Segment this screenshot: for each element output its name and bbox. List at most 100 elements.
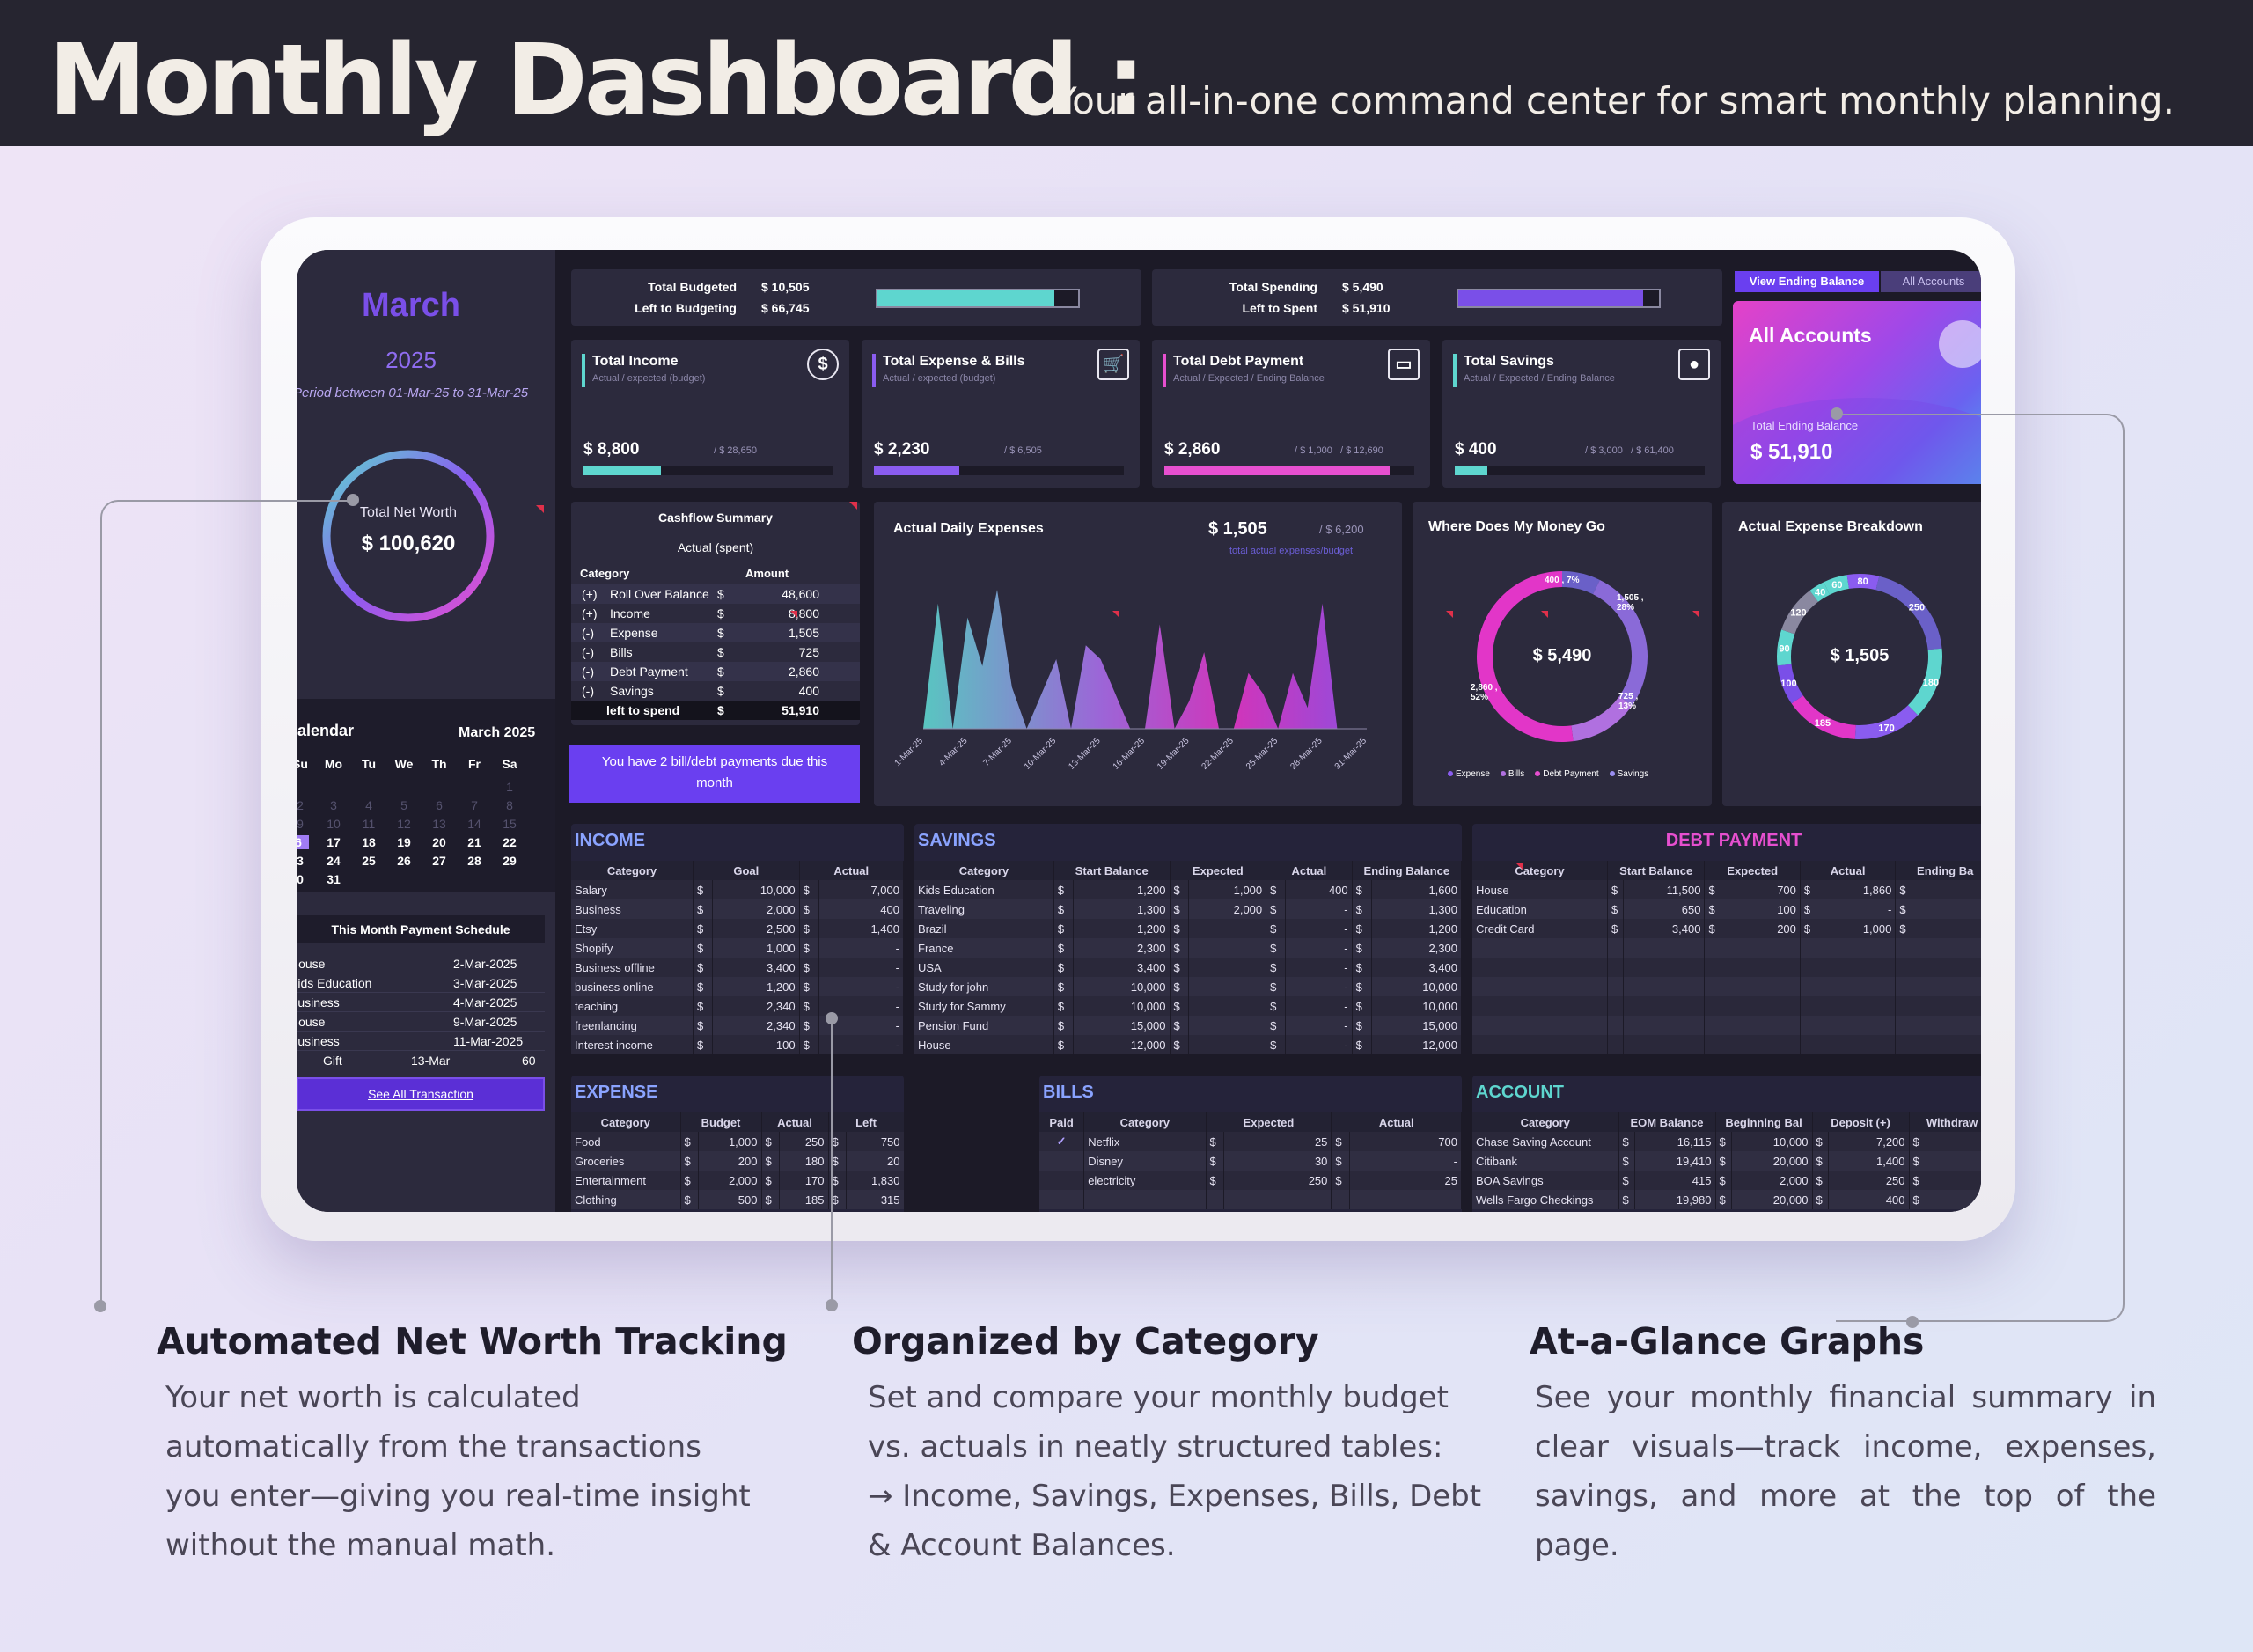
- calendar-day[interactable]: 3: [297, 854, 304, 868]
- table-row[interactable]: Study for Sammy $10,000 $ $ - $10,000: [914, 996, 1463, 1016]
- kpi-card-0[interactable]: Total Income Actual / expected (budget) $ $…: [571, 340, 849, 488]
- table-cell: $: [693, 1016, 714, 1035]
- table-cell: $: [761, 1132, 780, 1151]
- breakdown-slice-8: [1781, 591, 1819, 635]
- table-cell: $: [1170, 938, 1190, 958]
- calendar-day[interactable]: 27: [432, 854, 446, 868]
- table-cell: 250: [1828, 1171, 1910, 1190]
- cashflow-category: Savings: [610, 684, 654, 698]
- calendar-day[interactable]: 8: [506, 798, 513, 812]
- table-cell: 3,400: [1623, 919, 1706, 938]
- callout-dot: [826, 1299, 838, 1311]
- calendar-day[interactable]: 12: [397, 817, 411, 831]
- see-all-transaction-button[interactable]: See All Transaction: [297, 1077, 545, 1111]
- table-cell: Education: [1472, 899, 1608, 919]
- table-row[interactable]: Brazil $1,200 $ $ - $1,200: [914, 919, 1463, 938]
- calendar-day[interactable]: 18: [362, 835, 376, 849]
- calendar-day[interactable]: 24: [327, 854, 341, 868]
- calendar-day[interactable]: 31: [327, 872, 341, 886]
- table-row[interactable]: Entertainment $2,000 $170 $1,830: [571, 1171, 905, 1190]
- table-row[interactable]: France $2,300 $ $ - $2,300: [914, 938, 1463, 958]
- tab-all-accounts[interactable]: All Accounts: [1881, 271, 1981, 292]
- kpi-progress: [1455, 466, 1705, 475]
- table-row[interactable]: USA $3,400 $ $ - $3,400: [914, 958, 1463, 977]
- daily-caption: total actual expenses/budget: [1229, 546, 1354, 556]
- table-row[interactable]: Interest income $100 $ -: [571, 1035, 905, 1054]
- tab-view-ending-balance[interactable]: View Ending Balance: [1735, 271, 1879, 292]
- calendar-day[interactable]: 2: [297, 798, 304, 812]
- calendar-day[interactable]: 1: [506, 780, 513, 794]
- table-cell: freenlancing: [571, 1016, 694, 1035]
- table-cell: $: [1170, 977, 1190, 996]
- expense-section: EXPENSE Category Budget Actual Left Food $1,00…: [571, 1076, 905, 1212]
- payment-due-alert[interactable]: You have 2 bill/debt payments due this m…: [569, 745, 860, 803]
- see-all-link: See All Transaction: [368, 1087, 473, 1101]
- cashflow-amount: 725: [798, 645, 819, 659]
- all-accounts-card[interactable]: All Accounts Total Ending Balance $ 51,9…: [1733, 301, 1981, 484]
- calendar-title: Calendar: [297, 722, 355, 739]
- table-row[interactable]: Traveling $1,300 $2,000 $ - $1,300: [914, 899, 1463, 919]
- table-row[interactable]: Etsy $2,500 $1,400: [571, 919, 905, 938]
- table-row[interactable]: business online $1,200 $ -: [571, 977, 905, 996]
- calendar-day[interactable]: 26: [397, 854, 411, 868]
- table-cell: 1,000: [698, 1132, 762, 1151]
- column-header: Expected: [1704, 861, 1801, 880]
- calendar-day[interactable]: 3: [330, 798, 337, 812]
- calendar-day[interactable]: 29: [503, 854, 517, 868]
- table-row[interactable]: Study for john $10,000 $ $ - $10,000: [914, 977, 1463, 996]
- calendar-day[interactable]: 7: [471, 798, 478, 812]
- table-row[interactable]: electricity $250 $25: [1039, 1171, 1462, 1190]
- calendar-day[interactable]: 10: [327, 817, 341, 831]
- table-row[interactable]: Groceries $200 $180 $20: [571, 1151, 905, 1171]
- table-row[interactable]: Shopify $1,000 $ -: [571, 938, 905, 958]
- feature-category-body: Set and compare your monthly budget vs. …: [868, 1380, 1482, 1563]
- calendar-day[interactable]: 0: [297, 872, 304, 886]
- calendar-day[interactable]: 9: [297, 817, 304, 831]
- table-row[interactable]: Pension Fund $15,000 $ $ - $15,000: [914, 1016, 1463, 1035]
- calendar-day[interactable]: 5: [400, 798, 407, 812]
- calendar-day[interactable]: 6: [297, 835, 309, 849]
- calendar-day[interactable]: 19: [397, 835, 411, 849]
- table-row[interactable]: House $11,500 $700 $1,860 $: [1472, 880, 1981, 899]
- table-row[interactable]: Clothing $500 $185 $315: [571, 1190, 905, 1209]
- table-row[interactable]: Wells Fargo Checkings $19,980 $20,000 $400 $: [1472, 1190, 1981, 1209]
- table-row[interactable]: Food $1,000 $250 $750: [571, 1132, 905, 1151]
- table-row[interactable]: ✓ Netflix $25 $700: [1039, 1132, 1462, 1151]
- calendar-day[interactable]: 17: [327, 835, 341, 849]
- table-row[interactable]: Salary $10,000 $7,000: [571, 880, 905, 899]
- table-cell: [1331, 1190, 1351, 1209]
- calendar-day[interactable]: 13: [432, 817, 446, 831]
- table-cell: $: [1266, 880, 1287, 899]
- kpi-card-3[interactable]: Total Savings Actual / Expected / Ending …: [1442, 340, 1721, 488]
- table-cell: Shopify: [571, 938, 694, 958]
- table-row[interactable]: Credit Card $3,400 $200 $1,000 $: [1472, 919, 1981, 938]
- cashflow-summary: Cashflow Summary Actual (spent) Category…: [571, 502, 860, 725]
- table-row[interactable]: House $12,000 $ $ - $12,000: [914, 1035, 1463, 1054]
- calendar-day[interactable]: 25: [362, 854, 376, 868]
- table-row[interactable]: Business $2,000 $400: [571, 899, 905, 919]
- table-row[interactable]: freenlancing $2,340 $ -: [571, 1016, 905, 1035]
- kpi-extra: / $ 28,650: [714, 445, 757, 456]
- table-row[interactable]: Education $650 $100 $ - $: [1472, 899, 1981, 919]
- cashflow-category: Income: [610, 606, 650, 620]
- table-row[interactable]: Kids Education $1,200 $1,000 $400 $1,600: [914, 880, 1463, 899]
- kpi-card-2[interactable]: Total Debt Payment Actual / Expected / En…: [1152, 340, 1430, 488]
- legend-item: Bills: [1500, 769, 1524, 779]
- table-row[interactable]: Citibank $19,410 $20,000 $1,400 $: [1472, 1151, 1981, 1171]
- table-row[interactable]: BOA Savings $415 $2,000 $250 $: [1472, 1171, 1981, 1190]
- calendar-day[interactable]: 4: [365, 798, 372, 812]
- calendar-day[interactable]: 20: [432, 835, 446, 849]
- calendar-day[interactable]: 21: [467, 835, 481, 849]
- calendar-day[interactable]: 28: [467, 854, 481, 868]
- table-row[interactable]: Chase Saving Account $16,115 $10,000 $7,200…: [1472, 1132, 1981, 1151]
- table-row[interactable]: Business offline $3,400 $ -: [571, 958, 905, 977]
- calendar-day[interactable]: 15: [503, 817, 517, 831]
- calendar-day[interactable]: 14: [467, 817, 481, 831]
- kpi-card-1[interactable]: Total Expense & Bills Actual / expected (…: [862, 340, 1140, 488]
- calendar-day[interactable]: 11: [362, 817, 376, 831]
- schedule-date: 4-Mar-2025: [453, 995, 517, 1010]
- calendar-day[interactable]: 22: [503, 835, 517, 849]
- calendar-day[interactable]: 6: [436, 798, 443, 812]
- table-row[interactable]: Disney $30 $ -: [1039, 1151, 1462, 1171]
- table-row[interactable]: teaching $2,340 $ -: [571, 996, 905, 1016]
